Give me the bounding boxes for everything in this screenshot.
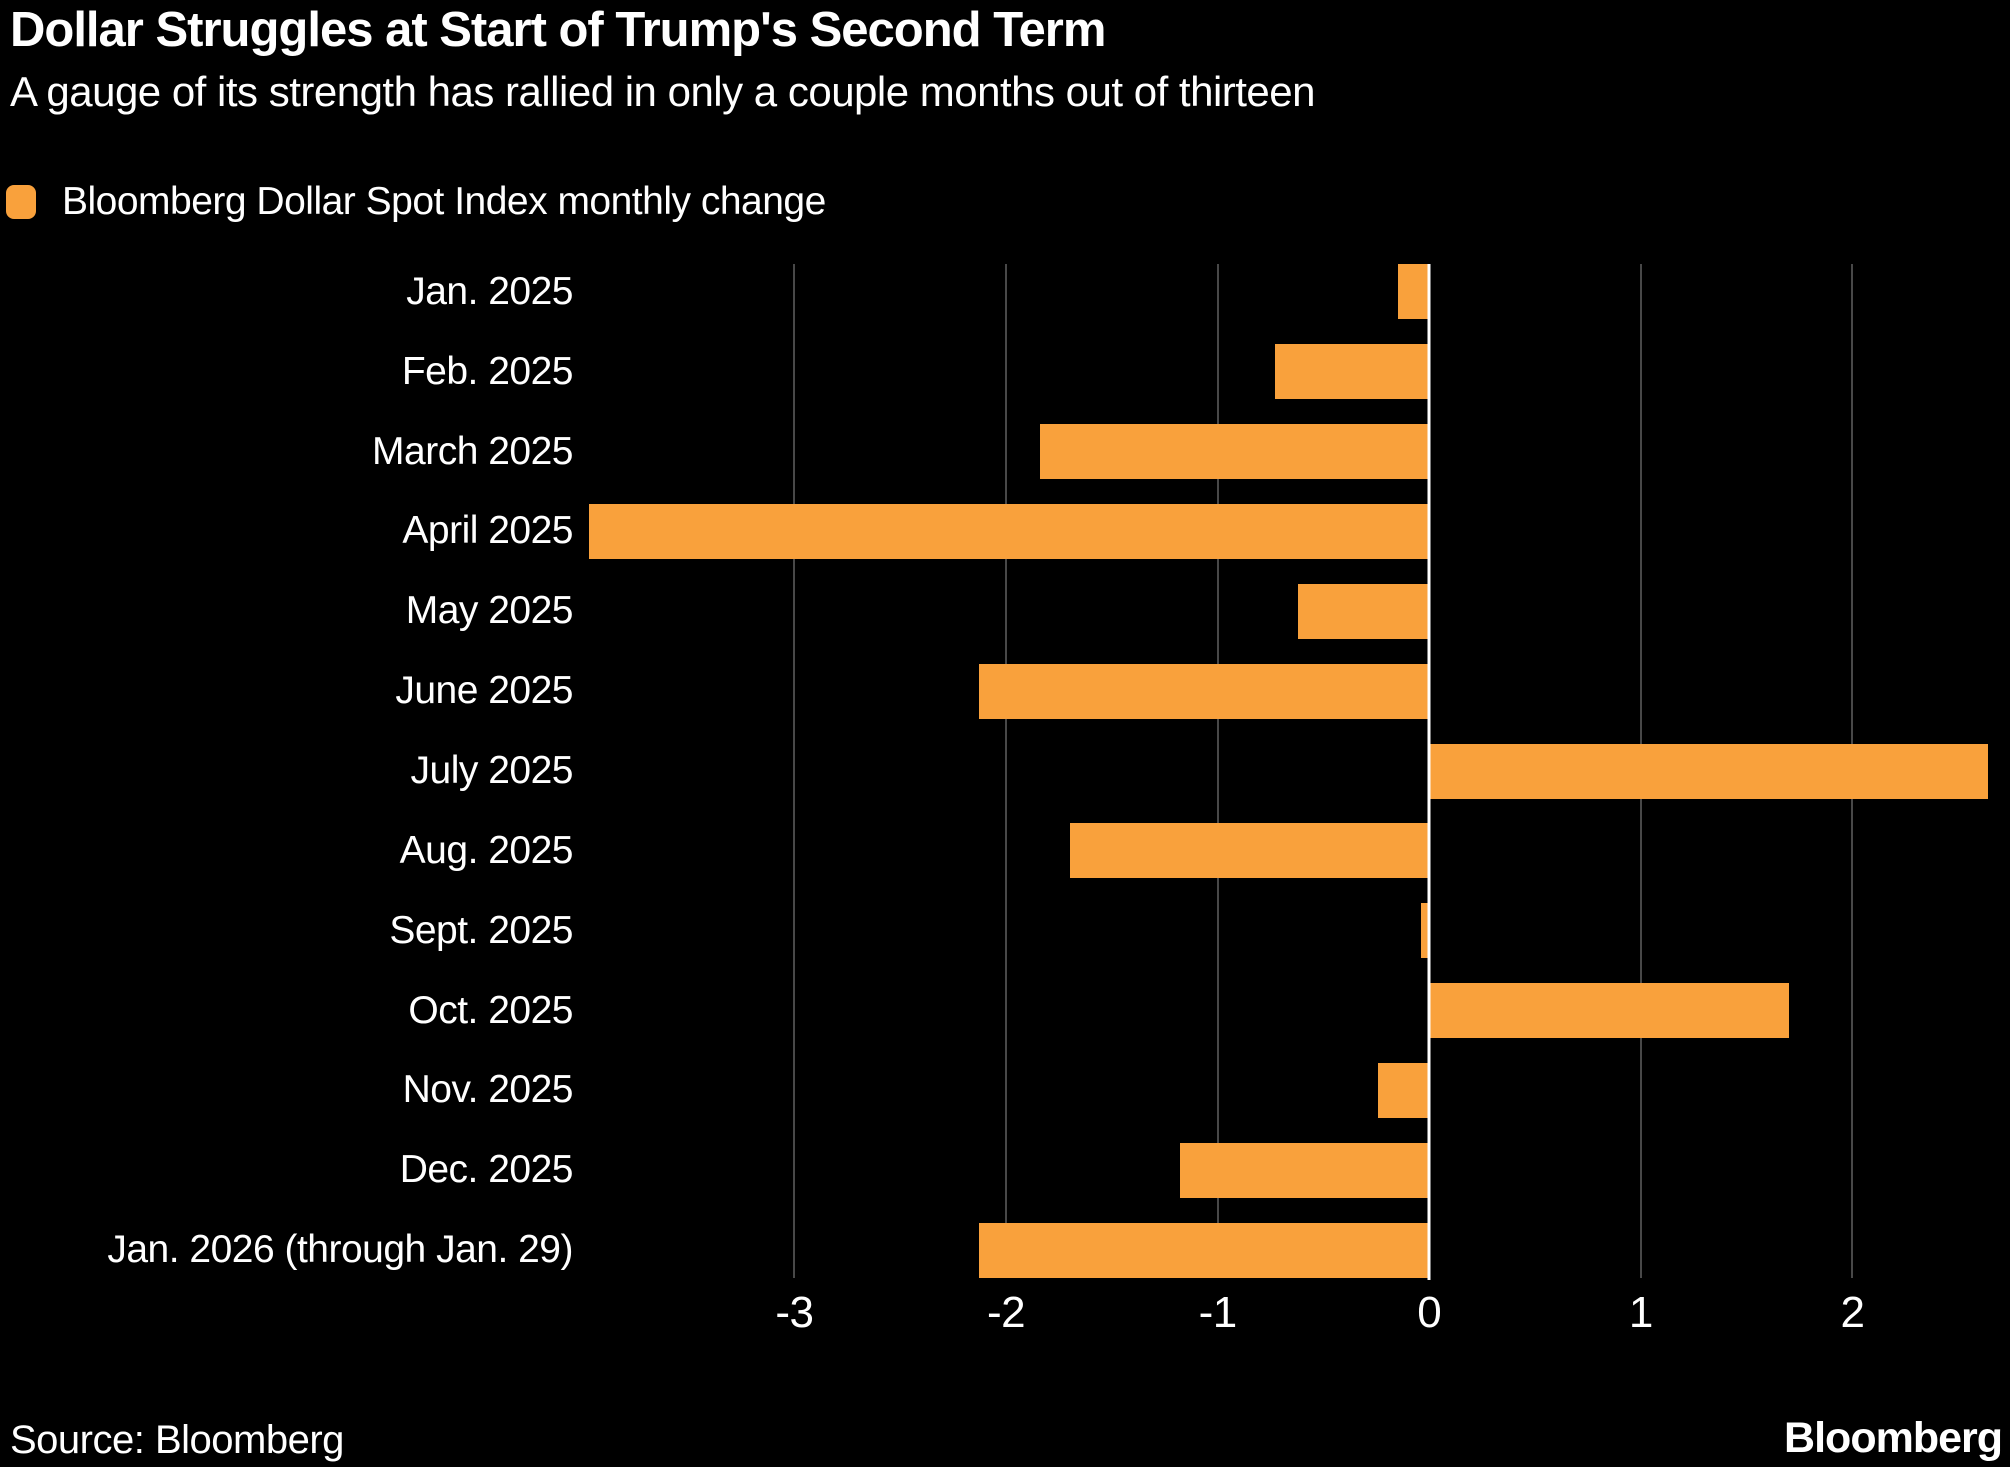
source-note: Source: Bloomberg — [10, 1418, 344, 1462]
bar — [1420, 903, 1430, 959]
bar — [1179, 1142, 1430, 1198]
legend-swatch-icon — [6, 185, 36, 219]
x-tick-label: -1 — [1198, 1288, 1238, 1337]
category-label: Feb. 2025 — [401, 349, 574, 393]
category-label: July 2025 — [410, 748, 574, 792]
bar-chart-plot-area — [585, 252, 1990, 1290]
bloomberg-logo: Bloomberg — [1784, 1414, 2003, 1462]
bar — [1429, 983, 1789, 1039]
y-axis-labels: Jan. 2025 Feb. 2025 March 2025 April 2025 Ma… — [0, 252, 573, 1290]
bar — [1039, 424, 1430, 480]
gridline — [793, 264, 796, 1278]
category-label: Sept. 2025 — [389, 908, 573, 952]
category-label: Dec. 2025 — [399, 1148, 574, 1192]
bar — [1274, 344, 1430, 400]
bar — [978, 1222, 1430, 1278]
category-label: Jan. 2025 — [406, 269, 573, 313]
x-tick-label: -2 — [987, 1288, 1026, 1337]
bar — [1298, 583, 1430, 639]
bar — [1378, 1062, 1430, 1118]
gridline — [1005, 264, 1008, 1278]
category-label: Jan. 2026 (through Jan. 29) — [107, 1228, 573, 1272]
x-axis-tick-labels: -3 -2 -1 0 1 2 — [585, 1288, 1990, 1344]
category-label: Aug. 2025 — [399, 828, 574, 872]
bar — [1429, 743, 1988, 799]
category-label: April 2025 — [402, 509, 573, 553]
legend: Bloomberg Dollar Spot Index monthly chan… — [6, 180, 826, 224]
bar — [978, 663, 1430, 719]
legend-label: Bloomberg Dollar Spot Index monthly chan… — [62, 180, 826, 223]
category-label: Oct. 2025 — [408, 988, 573, 1032]
category-label: Nov. 2025 — [402, 1068, 574, 1112]
category-label: June 2025 — [395, 669, 573, 713]
chart-title: Dollar Struggles at Start of Trump's Sec… — [10, 3, 1106, 57]
bar — [1397, 264, 1430, 320]
category-label: May 2025 — [405, 589, 574, 633]
x-tick-label: 2 — [1840, 1288, 1865, 1337]
bar — [1069, 823, 1430, 879]
zero-axis-line — [1427, 264, 1431, 1280]
category-label: March 2025 — [372, 429, 573, 473]
x-tick-label: -3 — [775, 1288, 814, 1337]
x-tick-label: 0 — [1417, 1288, 1442, 1337]
chart-subtitle: A gauge of its strength has rallied in o… — [10, 68, 1316, 115]
gridline — [1216, 264, 1219, 1278]
bar — [589, 503, 1430, 559]
x-tick-label: 1 — [1628, 1288, 1653, 1337]
